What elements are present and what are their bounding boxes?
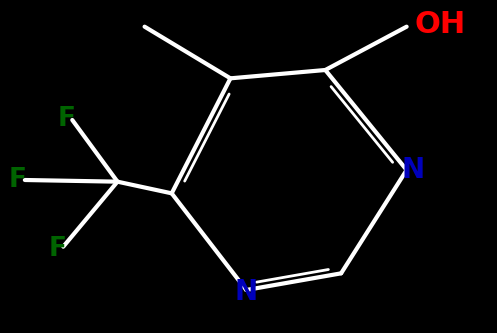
Text: F: F <box>48 236 66 262</box>
Text: N: N <box>235 278 258 306</box>
Text: OH: OH <box>414 10 465 39</box>
Text: N: N <box>401 156 424 184</box>
Text: F: F <box>8 167 26 193</box>
Text: F: F <box>57 106 75 132</box>
